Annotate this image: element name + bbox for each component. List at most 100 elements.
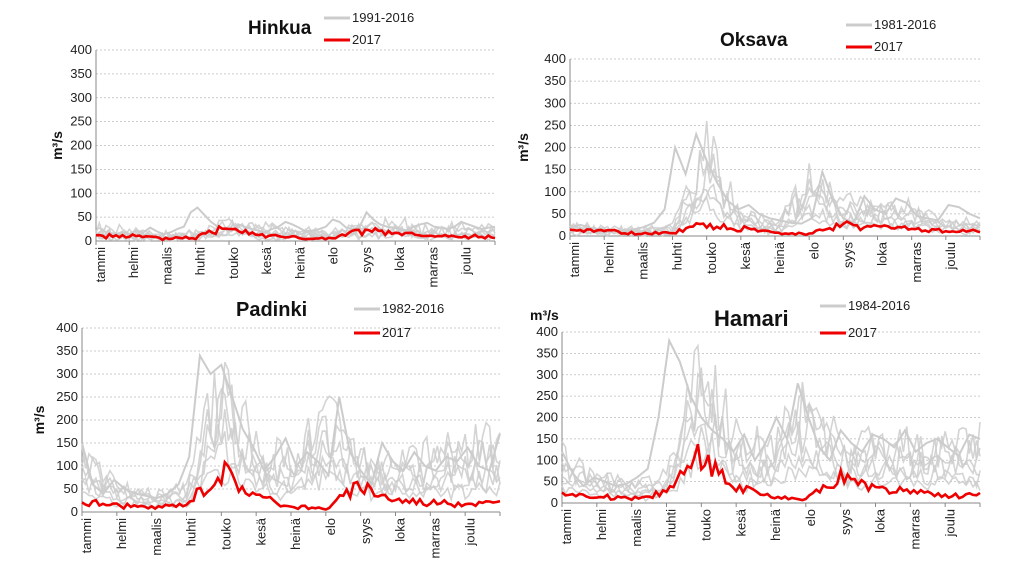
y-tick-label: 50 bbox=[552, 206, 566, 221]
y-tick-label: 200 bbox=[544, 140, 566, 155]
chart-padinki: 0 50 100 150 200 250 300 350 400 tammi helmi maalis… bbox=[31, 299, 501, 559]
x-tick-label: touko bbox=[219, 518, 234, 550]
x-tick-label: marras bbox=[908, 509, 923, 550]
y-tick-label: 350 bbox=[544, 73, 566, 88]
y-tick-label: 250 bbox=[70, 114, 92, 129]
y-tick-label: 300 bbox=[56, 366, 78, 381]
x-tick-label: syys bbox=[838, 509, 853, 536]
chart-title: Hinkua bbox=[248, 18, 312, 39]
x-tick-label: heinä bbox=[772, 241, 787, 274]
x-tick-label: helmi bbox=[601, 242, 616, 273]
x-tick-label: syys bbox=[359, 247, 374, 274]
y-tick-label: 200 bbox=[56, 412, 78, 427]
y-tick-label: 0 bbox=[71, 504, 78, 519]
x-tick-label: huhti bbox=[184, 518, 199, 546]
x-tick-label: elo bbox=[323, 518, 338, 535]
x-tick-label: elo bbox=[806, 242, 821, 259]
x-tick-label: huhti bbox=[670, 242, 685, 270]
series-historical-line bbox=[561, 343, 981, 491]
y-tick-label: 200 bbox=[70, 138, 92, 153]
x-tick-label: tammi bbox=[559, 509, 574, 545]
y-tick-label: 400 bbox=[544, 51, 566, 66]
legend-label: 1982-2016 bbox=[382, 301, 444, 316]
x-tick-label: elo bbox=[326, 247, 341, 264]
series-historical-line bbox=[81, 409, 501, 507]
x-tick-label: tammi bbox=[93, 247, 108, 283]
series-historical-peaks bbox=[81, 352, 501, 500]
x-tick-label: joulu bbox=[459, 247, 474, 275]
y-axis-title: m³/s bbox=[31, 405, 47, 434]
legend-label: 2017 bbox=[848, 325, 877, 340]
y-tick-label: 150 bbox=[544, 162, 566, 177]
series-2017-line bbox=[561, 443, 981, 502]
y-axis-title: m³/s bbox=[530, 307, 559, 323]
series-2017-line bbox=[569, 219, 981, 237]
x-tick-label: huhti bbox=[193, 247, 208, 275]
legend-label: 1984-2016 bbox=[848, 298, 910, 313]
y-tick-label: 400 bbox=[56, 320, 78, 335]
x-tick-label: kesä bbox=[738, 241, 753, 269]
y-tick-label: 150 bbox=[70, 161, 92, 176]
x-tick-label: joulu bbox=[943, 242, 958, 270]
y-tick-label: 350 bbox=[56, 343, 78, 358]
chart-title: Hamari bbox=[714, 306, 789, 331]
x-tick-label: kesä bbox=[259, 246, 274, 274]
x-tick-label: helmi bbox=[114, 518, 129, 549]
series-historical-peaks bbox=[95, 206, 496, 238]
x-tick-label: touko bbox=[704, 242, 719, 274]
x-tick-label: syys bbox=[840, 242, 855, 269]
x-tick-label: joulu bbox=[462, 518, 477, 546]
y-axis-title: m³/s bbox=[49, 131, 65, 160]
y-tick-label: 100 bbox=[536, 452, 558, 467]
y-tick-label: 0 bbox=[559, 228, 566, 243]
y-tick-label: 250 bbox=[56, 389, 78, 404]
x-tick-label: helmi bbox=[594, 509, 609, 540]
chart-hinkua: 0 50 100 150 200 250 300 350 400 tammi helmi maalis… bbox=[49, 10, 496, 288]
x-tick-label: marras bbox=[425, 247, 440, 288]
x-tick-label: maalis bbox=[635, 242, 650, 280]
legend-label: 2017 bbox=[352, 32, 381, 47]
x-tick-label: loka bbox=[875, 241, 890, 266]
x-tick-label: heinä bbox=[768, 508, 783, 541]
x-tick-label: huhti bbox=[664, 509, 679, 537]
chart-oksava: 0 50 100 150 200 250 300 350 400 tammi helmi maalis… bbox=[515, 17, 981, 283]
y-tick-label: 0 bbox=[551, 495, 558, 510]
series-historical-peaks bbox=[569, 131, 981, 233]
legend-label: 1991-2016 bbox=[352, 10, 414, 25]
series-historical-peaks bbox=[561, 337, 981, 488]
chart-hamari: 0 50 100 150 200 250 300 350 400 tammi helmi maalis… bbox=[530, 298, 981, 550]
x-tick-label: marras bbox=[428, 518, 443, 559]
y-tick-label: 400 bbox=[70, 42, 92, 57]
y-tick-label: 100 bbox=[70, 185, 92, 200]
x-tick-label: touko bbox=[699, 509, 714, 541]
series-historical-line bbox=[561, 367, 981, 496]
y-tick-label: 300 bbox=[544, 95, 566, 110]
series-2017-line bbox=[95, 224, 496, 242]
x-tick-label: elo bbox=[803, 509, 818, 526]
x-tick-label: joulu bbox=[942, 509, 957, 537]
x-tick-label: marras bbox=[909, 242, 924, 283]
x-tick-label: kesä bbox=[733, 508, 748, 536]
y-tick-label: 300 bbox=[536, 367, 558, 382]
legend-label: 2017 bbox=[874, 39, 903, 54]
y-tick-label: 400 bbox=[536, 324, 558, 339]
y-tick-label: 150 bbox=[536, 431, 558, 446]
legend-label: 2017 bbox=[382, 325, 411, 340]
y-axis-title: m³/s bbox=[515, 133, 531, 162]
y-tick-label: 300 bbox=[70, 90, 92, 105]
x-tick-label: maalis bbox=[149, 518, 164, 556]
x-tick-label: helmi bbox=[126, 247, 141, 278]
y-tick-label: 150 bbox=[56, 435, 78, 450]
x-tick-label: loka bbox=[392, 246, 407, 271]
y-tick-label: 200 bbox=[536, 410, 558, 425]
x-tick-label: loka bbox=[393, 517, 408, 542]
x-tick-label: tammi bbox=[567, 242, 582, 278]
x-tick-label: heinä bbox=[288, 517, 303, 550]
y-tick-label: 350 bbox=[70, 66, 92, 81]
y-tick-label: 50 bbox=[78, 209, 92, 224]
y-tick-label: 250 bbox=[536, 388, 558, 403]
x-tick-label: touko bbox=[226, 247, 241, 279]
y-tick-label: 250 bbox=[544, 117, 566, 132]
x-tick-label: syys bbox=[358, 518, 373, 545]
